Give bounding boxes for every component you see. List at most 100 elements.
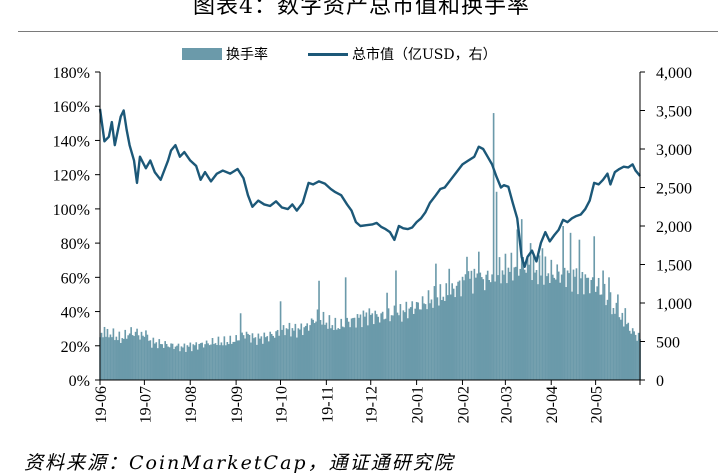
turnover-bar: [173, 349, 175, 380]
turnover-bar: [208, 345, 211, 380]
turnover-bar: [532, 255, 535, 380]
x-tick-label: 19-06: [93, 386, 110, 423]
turnover-bar: [634, 334, 637, 380]
turnover-bar: [588, 293, 591, 380]
turnover-bar: [171, 343, 174, 380]
turnover-bar: [500, 283, 502, 380]
turnover-bar: [204, 344, 206, 380]
turnover-bar: [546, 276, 548, 380]
turnover-bar: [170, 343, 172, 380]
turnover-bar: [559, 282, 561, 380]
turnover-bar: [361, 327, 363, 380]
turnover-bar: [608, 277, 610, 380]
turnover-bar: [441, 300, 443, 380]
turnover-bar: [489, 282, 492, 380]
turnover-bar: [460, 296, 462, 380]
turnover-bar: [161, 344, 164, 380]
source-note: 资料来源：CoinMarketCap，通证通研究院: [24, 452, 455, 474]
turnover-bar: [433, 286, 436, 380]
turnover-bar: [159, 344, 162, 380]
turnover-bar: [250, 342, 252, 380]
turnover-bar: [211, 338, 214, 380]
turnover-bar: [411, 301, 414, 380]
x-tick-label: 20-05: [589, 386, 606, 423]
turnover-bar: [118, 331, 121, 380]
turnover-bar: [501, 270, 504, 380]
turnover-bar: [356, 314, 359, 380]
turnover-bar: [479, 272, 482, 380]
turnover-bar: [216, 345, 218, 380]
turnover-bar: [520, 219, 523, 380]
turnover-bar: [482, 279, 485, 380]
turnover-bar: [497, 275, 499, 380]
turnover-bar: [599, 294, 601, 380]
turnover-bar: [406, 318, 409, 380]
turnover-bar: [322, 311, 325, 380]
left-tick-label: 20%: [61, 339, 90, 356]
turnover-bar: [537, 284, 539, 380]
turnover-bar: [114, 340, 116, 380]
turnover-bar: [325, 322, 328, 380]
turnover-bar: [247, 333, 249, 380]
turnover-bar: [446, 295, 449, 380]
turnover-bar: [636, 340, 638, 380]
turnover-bar: [556, 264, 559, 380]
turnover-bar: [529, 243, 532, 380]
turnover-bar: [207, 343, 209, 380]
turnover-bar: [195, 342, 198, 380]
turnover-bar: [365, 312, 368, 380]
turnover-bar: [597, 277, 600, 380]
turnover-bar: [412, 313, 415, 380]
x-tick-label: 20-04: [544, 386, 561, 423]
turnover-bar: [264, 337, 267, 380]
turnover-bar: [186, 345, 189, 380]
turnover-bar: [378, 322, 381, 380]
turnover-bar: [117, 340, 119, 380]
turnover-bar: [396, 312, 399, 380]
left-tick-label: 80%: [61, 236, 90, 253]
turnover-bar: [466, 256, 468, 380]
turnover-bar: [605, 305, 607, 380]
turnover-bar: [435, 263, 437, 380]
x-tick-label: 19-08: [183, 386, 200, 423]
turnover-bar: [483, 290, 486, 380]
turnover-bar: [296, 337, 298, 380]
turnover-bar: [445, 283, 448, 380]
turnover-bar: [133, 336, 135, 380]
turnover-bar: [220, 342, 223, 380]
turnover-bar: [476, 273, 479, 380]
turnover-bar: [620, 319, 622, 380]
turnover-bar: [519, 268, 522, 380]
turnover-bar: [225, 345, 227, 380]
turnover-bar: [214, 343, 217, 380]
chart-legend: 换手率 总市值（亿USD，右）: [182, 44, 497, 64]
turnover-bar: [611, 314, 613, 380]
turnover-bar: [387, 308, 390, 380]
turnover-bar: [491, 274, 493, 380]
turnover-bar: [392, 315, 394, 380]
turnover-bar: [609, 292, 612, 380]
turnover-bar: [315, 321, 317, 380]
turnover-bar: [429, 303, 431, 380]
turnover-bar: [318, 280, 320, 380]
turnover-bar: [628, 330, 631, 380]
turnover-bar: [355, 327, 357, 380]
turnover-bar: [633, 331, 635, 380]
turnover-bar: [259, 338, 261, 380]
turnover-bar: [346, 317, 348, 380]
turnover-bar: [239, 313, 242, 380]
turnover-bar: [312, 319, 314, 380]
turnover-bar: [304, 325, 307, 380]
turnover-bar: [272, 335, 274, 380]
turnover-bar: [449, 294, 452, 380]
turnover-bar: [625, 324, 628, 380]
turnover-bar: [591, 277, 594, 380]
turnover-bar: [631, 328, 634, 380]
turnover-bar: [319, 319, 322, 380]
x-tick-label: 19-10: [274, 386, 291, 423]
turnover-bar: [621, 312, 624, 380]
turnover-bar: [586, 277, 588, 380]
turnover-bar: [188, 346, 190, 380]
turnover-bar: [182, 347, 184, 380]
turnover-bar: [242, 335, 245, 380]
